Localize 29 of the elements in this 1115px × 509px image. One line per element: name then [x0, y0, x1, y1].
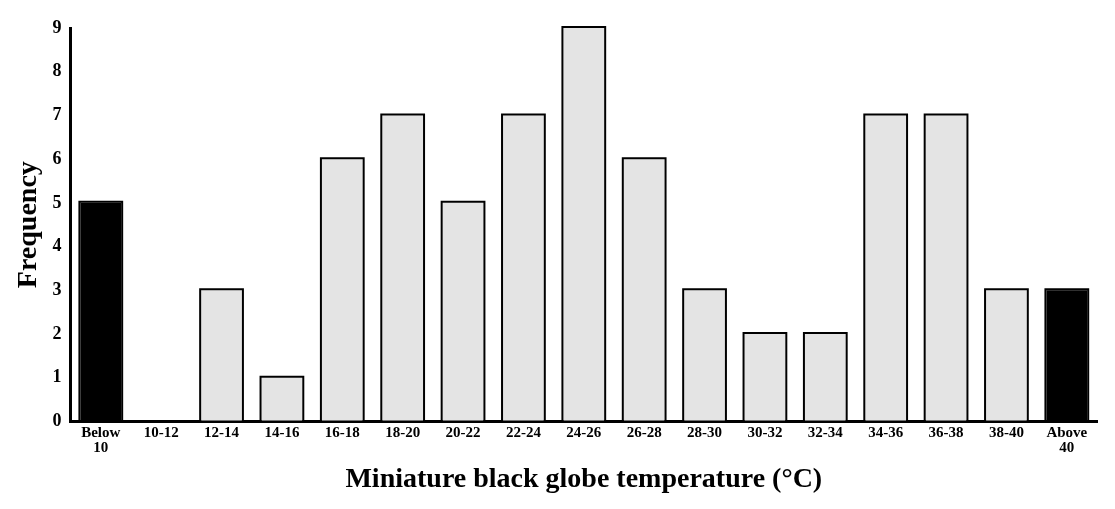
y-tick-label: 8	[52, 60, 62, 81]
x-tick-label: 22-24	[505, 423, 542, 440]
x-tick-label: Below 10	[81, 423, 121, 455]
x-tick-label: 18-20	[385, 423, 421, 440]
y-tick-label: 0	[52, 410, 62, 431]
x-tick-label: 20-22	[445, 423, 481, 440]
y-tick-label: 6	[52, 147, 62, 168]
y-axis-title: Frequency	[11, 161, 43, 289]
x-tick-label: 10-12	[143, 423, 179, 440]
x-tick-label: 32-34	[807, 423, 844, 440]
x-tick-label: 14-16	[264, 423, 300, 440]
y-tick-label: 3	[52, 278, 62, 299]
x-tick-label: 24-26	[566, 423, 602, 440]
y-tick-label: 2	[52, 322, 62, 343]
y-tick-label: 7	[52, 104, 62, 125]
x-tick-label: 30-32	[747, 423, 783, 440]
y-tick-label: 4	[52, 235, 62, 256]
x-tick-label: 28-30	[687, 423, 723, 440]
x-tick-label: 34-36	[868, 423, 904, 440]
x-axis-title: Miniature black globe temperature (°C)	[345, 462, 823, 494]
y-tick-label: 1	[52, 366, 62, 387]
x-tick-label: 26-28	[626, 423, 662, 440]
y-tick-label: 9	[52, 16, 62, 37]
y-tick-label: 5	[52, 191, 62, 212]
x-tick-label: 16-18	[324, 423, 360, 440]
x-tick-label: 12-14	[204, 423, 240, 440]
x-tick-label: 38-40	[988, 423, 1024, 440]
x-tick-label: Above 40	[1046, 423, 1088, 455]
x-tick-label: 36-38	[928, 423, 964, 440]
